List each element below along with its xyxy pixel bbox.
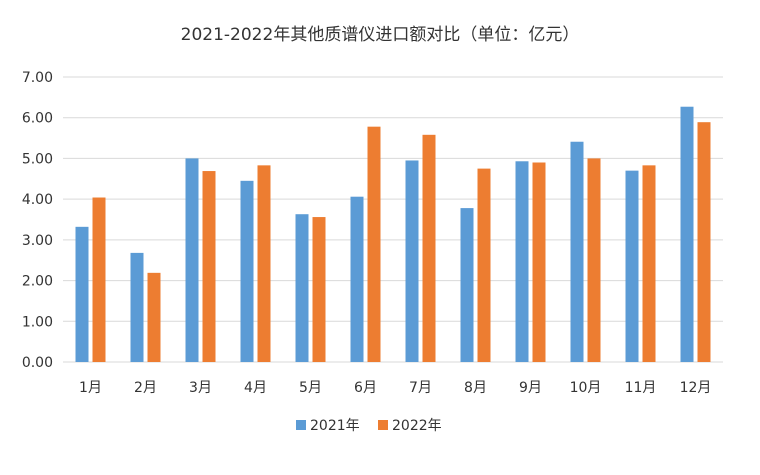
- bar-2022年-7月: [422, 134, 436, 362]
- bar-2021年-6月: [350, 196, 364, 362]
- bar-2022年-2月: [147, 272, 161, 362]
- legend-label: 2022年: [392, 418, 442, 434]
- bar-2021年-1月: [75, 226, 89, 362]
- y-tick-label: 6.00: [22, 111, 53, 127]
- x-tick-label: 6月: [354, 380, 377, 396]
- bar-2022年-12月: [697, 122, 711, 362]
- bar-2021年-9月: [515, 161, 529, 362]
- y-tick-label: 0.00: [22, 355, 53, 371]
- bar-2021年-11月: [625, 170, 639, 362]
- x-tick-label: 11月: [625, 380, 657, 396]
- y-tick-label: 2.00: [22, 274, 53, 290]
- legend-swatch: [296, 420, 306, 430]
- gridlines: [63, 76, 723, 363]
- legend: 2021年 2022年: [296, 418, 442, 434]
- bar-2022年-5月: [312, 217, 326, 362]
- x-axis-ticks: 1月 2月 3月 4月 5月 6月 7月 8月 9月 10月 11月 12月: [79, 380, 711, 396]
- x-tick-label: 5月: [299, 380, 322, 396]
- x-tick-label: 1月: [79, 380, 102, 396]
- bar-2022年-9月: [532, 162, 546, 362]
- x-tick-label: 12月: [680, 380, 712, 396]
- x-tick-label: 3月: [189, 380, 212, 396]
- bar-2022年-11月: [642, 165, 656, 362]
- bar-2022年-6月: [367, 126, 381, 363]
- y-tick-label: 3.00: [22, 233, 53, 249]
- bar-2022年-1月: [92, 197, 106, 362]
- bar-2022年-3月: [202, 171, 216, 362]
- legend-swatch: [378, 420, 388, 430]
- bar-2021年-5月: [295, 214, 309, 362]
- y-tick-label: 1.00: [22, 314, 53, 330]
- y-axis-ticks: 0.00 1.00 2.00 3.00 4.00 5.00 6.00 7.00: [22, 70, 53, 371]
- bar-2021年-10月: [570, 141, 584, 362]
- x-tick-label: 4月: [244, 380, 267, 396]
- bar-2022年-8月: [477, 168, 491, 362]
- bars: [75, 106, 711, 363]
- bar-2021年-3月: [185, 158, 199, 362]
- x-tick-label: 10月: [570, 380, 602, 396]
- bar-2022年-4月: [257, 165, 271, 362]
- x-tick-label: 9月: [519, 380, 542, 396]
- bar-2021年-12月: [680, 106, 694, 362]
- bar-2021年-2月: [130, 252, 144, 362]
- bar-2021年-7月: [405, 160, 419, 362]
- y-tick-label: 5.00: [22, 151, 53, 167]
- bar-2022年-10月: [587, 158, 601, 362]
- y-tick-label: 7.00: [22, 70, 53, 86]
- bar-2021年-8月: [460, 208, 474, 362]
- x-tick-label: 7月: [409, 380, 432, 396]
- legend-label: 2021年: [310, 418, 360, 434]
- y-tick-label: 4.00: [22, 192, 53, 208]
- chart-title: 2021-2022年其他质谱仪进口额对比（单位：亿元）: [181, 25, 580, 45]
- x-tick-label: 8月: [464, 380, 487, 396]
- bar-2021年-4月: [240, 180, 254, 362]
- x-tick-label: 2月: [134, 380, 157, 396]
